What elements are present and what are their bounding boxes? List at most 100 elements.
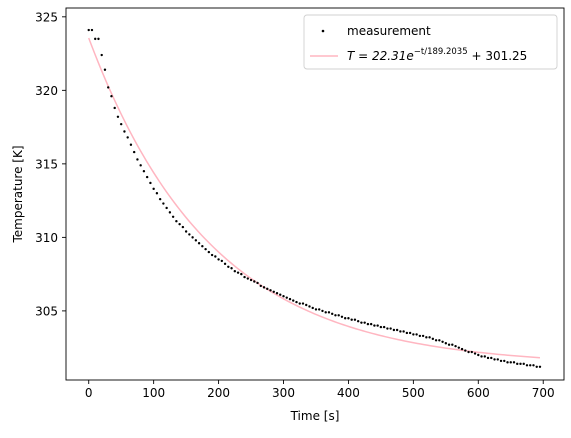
measurement-point [431, 337, 435, 341]
measurement-point [262, 286, 266, 289]
measurement-point [490, 356, 493, 360]
measurement-point [259, 284, 262, 288]
axes-frame [65, 7, 565, 381]
legend: measurement T = 22.31e−t/189.2035 + 301.… [303, 14, 558, 70]
measurement-point [236, 271, 240, 274]
x-tick-label: 300 [272, 386, 295, 400]
measurement-point [136, 158, 139, 161]
measurement-point [438, 339, 441, 342]
measurement-point [145, 175, 149, 179]
y-tick-label: 325 [35, 10, 58, 24]
x-tick-label: 100 [142, 386, 165, 400]
measurement-point [451, 343, 454, 346]
measurement-point [113, 106, 116, 110]
measurement-point [321, 309, 324, 313]
measurement-point [408, 331, 412, 335]
measurement-point [288, 297, 292, 301]
measurement-point [139, 164, 142, 167]
measurement-point [460, 347, 464, 351]
measurement-point [415, 333, 418, 336]
y-tick-label: 320 [35, 84, 58, 98]
measurement-point [275, 292, 279, 295]
measurement-point [337, 314, 340, 317]
measurement-point [123, 130, 126, 133]
measurement-point [483, 355, 486, 358]
measurement-point [240, 272, 243, 276]
x-tick-layer: 0 100 200 300 400 500 600 700 [85, 380, 555, 400]
x-tick-label: 400 [337, 386, 360, 400]
measurement-point [418, 334, 422, 338]
measurement-point [308, 305, 311, 308]
y-tick-layer: 305 310 315 320 325 [35, 10, 66, 318]
legend-fit-label-exponent: −t/189.2035 [414, 47, 468, 57]
measurement-point [314, 308, 318, 311]
measurement-point [470, 350, 473, 354]
y-tick-label: 310 [35, 231, 58, 245]
measurement-point [97, 37, 100, 41]
measurement-point [305, 303, 308, 307]
measurement-point [253, 280, 256, 283]
measurement-point [292, 299, 295, 302]
measurement-point [421, 334, 425, 338]
measurement-point [94, 37, 97, 41]
measurement-point [376, 324, 379, 327]
measurement-point [188, 233, 191, 236]
measurement-point [327, 311, 331, 314]
measurement-point [363, 321, 366, 324]
measurement-point [158, 197, 162, 201]
measurement-point [379, 325, 383, 329]
measurement-point [171, 215, 175, 218]
measurement-point [311, 306, 314, 310]
measurement-point [207, 250, 211, 254]
measurement-point [155, 192, 159, 195]
legend-box [303, 14, 558, 70]
measurement-point [181, 225, 185, 229]
x-tick-label: 500 [402, 386, 425, 400]
measurement-point [457, 346, 461, 349]
measurement-point [529, 364, 532, 367]
measurement-point [486, 356, 490, 360]
y-tick-label: 315 [35, 157, 58, 171]
measurement-point [223, 262, 227, 266]
measurement-point [100, 53, 103, 57]
measurement-point [366, 322, 370, 326]
legend-fit-label-constant: + 301.25 [468, 49, 528, 63]
x-axis-label: Time [s] [290, 409, 340, 423]
measurement-point [493, 358, 496, 361]
y-tick-label: 305 [35, 304, 58, 318]
measurement-point [522, 362, 525, 366]
measurement-point [480, 355, 483, 358]
measurement-point [220, 259, 224, 263]
legend-measurement-label: measurement [347, 24, 431, 38]
fit-layer [88, 37, 541, 359]
measurement-point [425, 336, 428, 339]
measurement-point [295, 300, 298, 304]
measurement-point [538, 365, 542, 368]
measurement-point [519, 362, 522, 366]
measurement-point [197, 242, 201, 245]
measurement-point [512, 361, 516, 364]
measurement-point [412, 333, 415, 336]
measurement-point [230, 267, 233, 270]
measurement-point [126, 136, 129, 139]
measurement-point [506, 361, 509, 364]
measurement-point [110, 95, 113, 98]
measurement-point [269, 289, 272, 292]
measurement-point [256, 281, 259, 285]
points-layer [87, 28, 542, 368]
x-tick-label: 600 [467, 386, 490, 400]
x-tick-label: 0 [85, 386, 93, 400]
y-axis-label: Temperature [K] [11, 145, 25, 243]
measurement-point [272, 290, 275, 293]
measurement-point [214, 255, 217, 258]
measurement-point [184, 230, 188, 233]
measurement-point [467, 350, 470, 354]
measurement-point [428, 336, 431, 339]
measurement-point [194, 239, 198, 242]
measurement-point [360, 321, 363, 324]
measurement-point [168, 211, 172, 214]
measurement-point [509, 361, 512, 364]
measurement-point [162, 202, 165, 205]
measurement-point [298, 302, 301, 305]
